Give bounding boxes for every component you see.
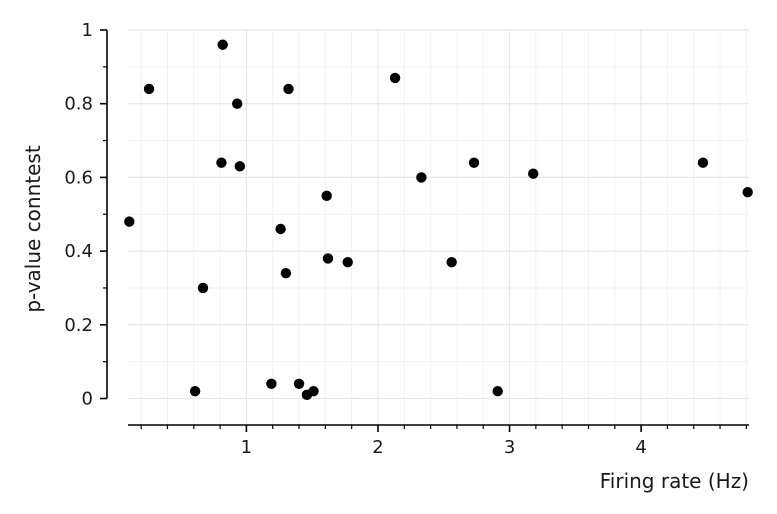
data-point bbox=[528, 168, 539, 179]
data-point bbox=[266, 378, 277, 389]
data-point bbox=[124, 216, 135, 227]
data-point bbox=[275, 223, 286, 235]
data-point bbox=[293, 378, 305, 389]
data-point bbox=[322, 253, 334, 264]
data-point bbox=[492, 385, 503, 397]
y-tick-label: 0.4 bbox=[64, 241, 93, 262]
data-point bbox=[216, 157, 227, 168]
data-point bbox=[742, 186, 753, 198]
data-point bbox=[283, 83, 294, 95]
data-point bbox=[468, 157, 480, 168]
data-point bbox=[280, 268, 292, 279]
x-tick-label: 3 bbox=[504, 437, 515, 458]
y-tick-label: 0.2 bbox=[64, 315, 93, 336]
data-point bbox=[308, 385, 319, 397]
data-point bbox=[189, 385, 201, 397]
data-point bbox=[697, 157, 709, 168]
data-point bbox=[217, 39, 228, 50]
y-tick-label: 0 bbox=[82, 389, 93, 410]
data-point bbox=[416, 172, 427, 183]
y-tick-label: 0.8 bbox=[64, 94, 93, 115]
y-tick-label: 0.6 bbox=[64, 167, 93, 188]
data-point bbox=[389, 72, 401, 84]
x-tick-label: 2 bbox=[372, 437, 383, 458]
data-point bbox=[234, 161, 246, 172]
data-point bbox=[197, 282, 209, 294]
data-point bbox=[321, 190, 332, 202]
data-point bbox=[143, 83, 155, 95]
data-point bbox=[446, 256, 457, 268]
data-points bbox=[124, 39, 753, 401]
data-point bbox=[232, 98, 243, 109]
x-tick-label: 4 bbox=[635, 437, 646, 458]
x-axis-label: Firing rate (Hz) bbox=[600, 469, 749, 493]
x-tick-label: 1 bbox=[241, 437, 252, 458]
grid bbox=[128, 29, 749, 428]
y-tick-label: 1 bbox=[82, 20, 93, 41]
y-axis-label: p-value conntest bbox=[21, 145, 45, 313]
axes: 0 0.2 0.4 0.6 0.8 1 1 2 3 4 bbox=[64, 20, 749, 458]
data-point bbox=[342, 256, 353, 268]
